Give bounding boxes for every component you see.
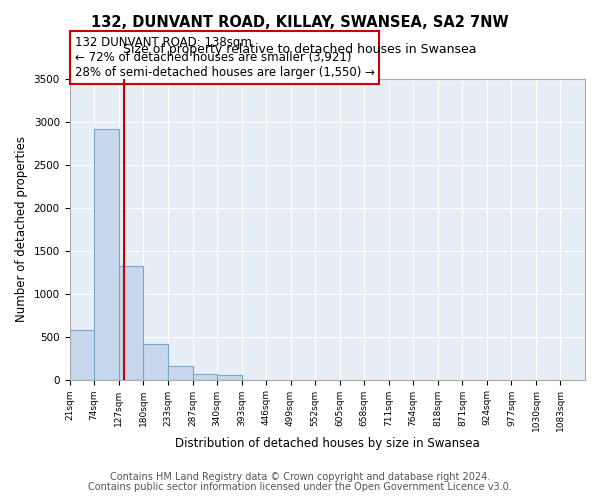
Bar <box>143 344 167 380</box>
Text: Contains public sector information licensed under the Open Government Licence v3: Contains public sector information licen… <box>88 482 512 492</box>
Bar <box>119 266 143 380</box>
X-axis label: Distribution of detached houses by size in Swansea: Distribution of detached houses by size … <box>175 437 479 450</box>
Bar <box>217 376 242 380</box>
Text: Size of property relative to detached houses in Swansea: Size of property relative to detached ho… <box>123 42 477 56</box>
Text: 132 DUNVANT ROAD: 138sqm
← 72% of detached houses are smaller (3,921)
28% of sem: 132 DUNVANT ROAD: 138sqm ← 72% of detach… <box>74 36 374 79</box>
Bar <box>193 374 217 380</box>
Y-axis label: Number of detached properties: Number of detached properties <box>15 136 28 322</box>
Bar <box>70 330 94 380</box>
Bar <box>94 129 119 380</box>
Text: 132, DUNVANT ROAD, KILLAY, SWANSEA, SA2 7NW: 132, DUNVANT ROAD, KILLAY, SWANSEA, SA2 … <box>91 15 509 30</box>
Bar <box>167 366 193 380</box>
Text: Contains HM Land Registry data © Crown copyright and database right 2024.: Contains HM Land Registry data © Crown c… <box>110 472 490 482</box>
